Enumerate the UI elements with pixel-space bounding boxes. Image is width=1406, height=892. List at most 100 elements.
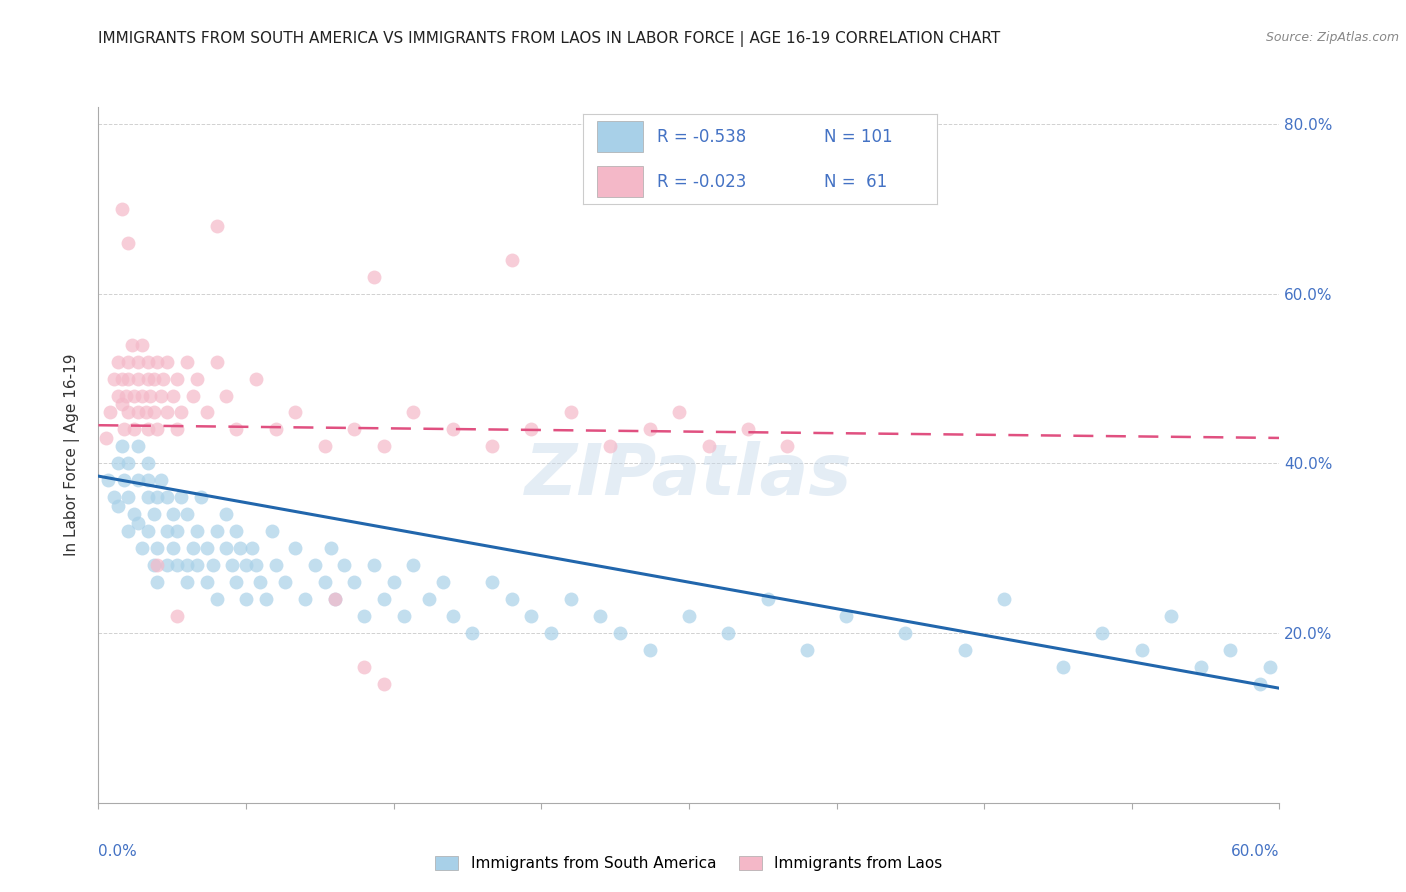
- Point: [323, 592, 346, 607]
- Point: [156, 354, 179, 368]
- Point: [215, 541, 238, 556]
- Point: [756, 592, 779, 607]
- Point: [170, 405, 193, 419]
- Point: [1091, 626, 1114, 640]
- Point: [599, 439, 621, 453]
- Point: [117, 491, 139, 505]
- Point: [112, 422, 135, 436]
- Point: [392, 609, 415, 624]
- Point: [284, 405, 307, 419]
- Point: [162, 388, 184, 402]
- Point: [117, 354, 139, 368]
- Point: [229, 541, 252, 556]
- Point: [111, 202, 134, 216]
- Point: [540, 626, 562, 640]
- Point: [166, 609, 188, 624]
- Point: [127, 474, 149, 488]
- Point: [98, 405, 121, 419]
- Point: [353, 660, 375, 674]
- Point: [156, 405, 179, 419]
- Point: [284, 541, 307, 556]
- Point: [142, 371, 165, 385]
- Point: [373, 439, 395, 453]
- Point: [638, 422, 661, 436]
- Point: [111, 371, 134, 385]
- Point: [432, 575, 454, 590]
- Point: [181, 388, 204, 402]
- Point: [127, 516, 149, 530]
- Text: Source: ZipAtlas.com: Source: ZipAtlas.com: [1265, 31, 1399, 45]
- Point: [235, 558, 257, 573]
- Point: [121, 337, 143, 351]
- Point: [136, 371, 159, 385]
- Point: [186, 371, 208, 385]
- Point: [1249, 677, 1271, 691]
- Point: [122, 422, 145, 436]
- Point: [737, 422, 759, 436]
- Point: [150, 388, 173, 402]
- Point: [131, 337, 153, 351]
- Point: [418, 592, 440, 607]
- Text: 0.0%: 0.0%: [98, 845, 138, 859]
- Point: [461, 626, 484, 640]
- Point: [373, 677, 395, 691]
- Point: [176, 575, 198, 590]
- Point: [638, 643, 661, 657]
- Point: [117, 457, 139, 471]
- Point: [333, 558, 356, 573]
- Point: [136, 524, 159, 539]
- Point: [221, 558, 243, 573]
- Point: [136, 422, 159, 436]
- Point: [894, 626, 917, 640]
- Point: [131, 541, 153, 556]
- Point: [441, 422, 464, 436]
- Point: [323, 592, 346, 607]
- Point: [146, 491, 169, 505]
- Point: [176, 508, 198, 522]
- Point: [314, 575, 336, 590]
- Point: [294, 592, 316, 607]
- Point: [717, 626, 740, 640]
- Point: [520, 422, 543, 436]
- Point: [136, 457, 159, 471]
- Text: 60.0%: 60.0%: [1232, 845, 1279, 859]
- Point: [136, 491, 159, 505]
- Point: [127, 405, 149, 419]
- Point: [953, 643, 976, 657]
- Point: [481, 439, 503, 453]
- Point: [186, 524, 208, 539]
- Point: [117, 524, 139, 539]
- Point: [260, 524, 283, 539]
- Point: [314, 439, 336, 453]
- Point: [264, 422, 287, 436]
- Point: [402, 405, 425, 419]
- Point: [156, 491, 179, 505]
- Point: [1130, 643, 1153, 657]
- Point: [609, 626, 631, 640]
- Point: [127, 371, 149, 385]
- Point: [993, 592, 1015, 607]
- Point: [150, 474, 173, 488]
- Point: [142, 405, 165, 419]
- Point: [195, 405, 218, 419]
- Point: [245, 371, 267, 385]
- Point: [1052, 660, 1074, 674]
- Point: [249, 575, 271, 590]
- Point: [181, 541, 204, 556]
- Point: [107, 354, 129, 368]
- Point: [205, 592, 228, 607]
- Point: [166, 524, 188, 539]
- Point: [501, 252, 523, 267]
- Point: [117, 235, 139, 250]
- Point: [195, 575, 218, 590]
- Point: [156, 558, 179, 573]
- Point: [127, 439, 149, 453]
- Point: [111, 439, 134, 453]
- Legend: Immigrants from South America, Immigrants from Laos: Immigrants from South America, Immigrant…: [427, 848, 950, 879]
- Point: [135, 405, 157, 419]
- Point: [112, 474, 135, 488]
- Point: [205, 354, 228, 368]
- Point: [136, 354, 159, 368]
- Point: [142, 558, 165, 573]
- Point: [166, 371, 188, 385]
